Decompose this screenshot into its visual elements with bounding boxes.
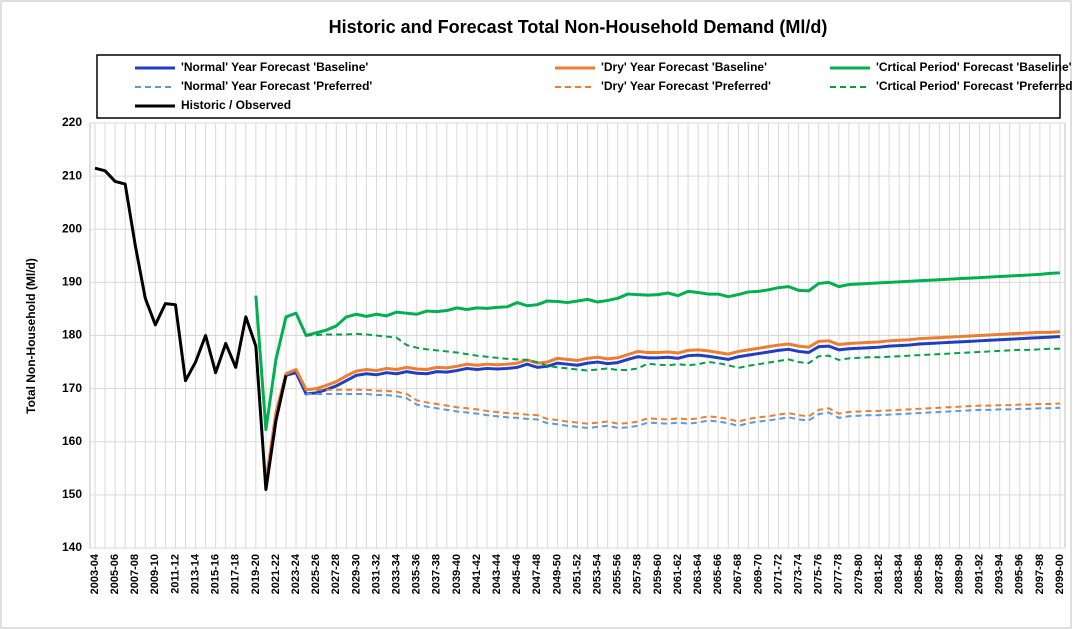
- x-tick-label: 2007-08: [129, 554, 141, 594]
- x-tick-label: 2015-16: [210, 554, 222, 594]
- series-line: [306, 332, 1060, 372]
- x-tick-label: 2047-48: [531, 554, 543, 594]
- x-tick-label: 2023-24: [290, 553, 302, 594]
- x-tick-label: 2077-78: [833, 554, 845, 594]
- x-tick-label: 2095-96: [1014, 554, 1026, 594]
- x-tick-label: 2033-34: [390, 553, 402, 594]
- x-tick-label: 2027-28: [330, 554, 342, 594]
- x-tick-label: 2085-86: [913, 554, 925, 594]
- y-tick-label: 150: [62, 487, 82, 501]
- x-tick-label: 2043-44: [491, 553, 503, 594]
- series-line: [264, 330, 1061, 482]
- y-tick-label: 140: [62, 540, 82, 554]
- x-tick-label: 2009-10: [149, 554, 161, 594]
- x-tick-label: 2069-70: [752, 554, 764, 594]
- y-tick-label: 160: [62, 434, 82, 448]
- x-tick-label: 2011-12: [169, 554, 181, 594]
- x-tick-label: 2063-64: [692, 553, 704, 594]
- x-tick-label: 2025-26: [310, 554, 322, 594]
- legend-label: 'Crtical Period' Forecast 'Baseline': [876, 60, 1072, 74]
- y-tick-label: 190: [62, 275, 82, 289]
- legend-label: 'Dry' Year Forecast 'Preferred': [601, 79, 771, 93]
- series-line: [254, 271, 1061, 432]
- y-tick-label: 170: [62, 381, 82, 395]
- x-tick-label: 2005-06: [109, 554, 121, 594]
- x-tick-label: 2061-62: [672, 554, 684, 594]
- y-tick-label: 200: [62, 221, 82, 235]
- x-tick-label: 2055-56: [612, 554, 624, 594]
- x-tick-label: 2031-32: [370, 554, 382, 594]
- series-line: [306, 388, 1061, 425]
- y-axis-label: Total Non-Household (Ml/d): [24, 258, 38, 414]
- x-tick-label: 2075-76: [813, 554, 825, 594]
- x-tick-label: 2003-04: [89, 553, 101, 594]
- x-tick-label: 2067-68: [732, 554, 744, 594]
- x-tick-label: 2041-42: [471, 554, 483, 594]
- x-tick-label: 2059-60: [652, 554, 664, 594]
- x-tick-label: 2057-58: [632, 554, 644, 594]
- x-tick-label: 2037-38: [431, 554, 443, 594]
- x-tick-label: 2099-00: [1054, 554, 1066, 594]
- x-tick-label: 2019-20: [250, 554, 262, 594]
- legend-label: 'Dry' Year Forecast 'Baseline': [601, 60, 767, 74]
- x-tick-label: 2089-90: [953, 554, 965, 594]
- x-tick-label: 2097-98: [1034, 554, 1046, 594]
- y-tick-label: 180: [62, 328, 82, 342]
- x-tick-label: 2049-50: [551, 554, 563, 594]
- series-line: [264, 335, 1061, 485]
- legend-label: Historic / Observed: [181, 98, 291, 112]
- x-tick-label: 2053-54: [592, 553, 604, 594]
- x-tick-label: 2083-84: [893, 553, 905, 594]
- x-tick-label: 2079-80: [853, 554, 865, 594]
- x-tick-label: 2035-36: [411, 554, 423, 594]
- legend-label: 'Normal' Year Forecast 'Baseline': [181, 60, 368, 74]
- x-tick-label: 2071-72: [772, 554, 784, 594]
- x-tick-label: 2065-66: [712, 554, 724, 594]
- y-tick-label: 210: [62, 168, 82, 182]
- x-tick-label: 2087-88: [933, 554, 945, 594]
- legend-label: 'Normal' Year Forecast 'Preferred': [181, 79, 372, 93]
- x-tick-label: 2093-94: [994, 553, 1006, 594]
- x-tick-label: 2021-22: [270, 554, 282, 594]
- legend-label: 'Crtical Period' Forecast 'Preferred': [876, 79, 1073, 93]
- x-tick-label: 2045-46: [511, 554, 523, 594]
- series-line: [94, 166, 288, 492]
- x-tick-label: 2051-52: [571, 554, 583, 594]
- x-tick-label: 2073-74: [793, 553, 805, 594]
- x-tick-label: 2091-92: [973, 554, 985, 594]
- x-tick-label: 2013-14: [189, 553, 201, 594]
- y-tick-label: 220: [62, 115, 82, 129]
- x-tick-label: 2029-30: [350, 554, 362, 594]
- x-tick-label: 2017-18: [230, 554, 242, 594]
- chart-title: Historic and Forecast Total Non-Househol…: [329, 17, 828, 37]
- x-tick-label: 2081-82: [873, 554, 885, 594]
- x-tick-label: 2039-40: [451, 554, 463, 594]
- series-line: [306, 392, 1061, 429]
